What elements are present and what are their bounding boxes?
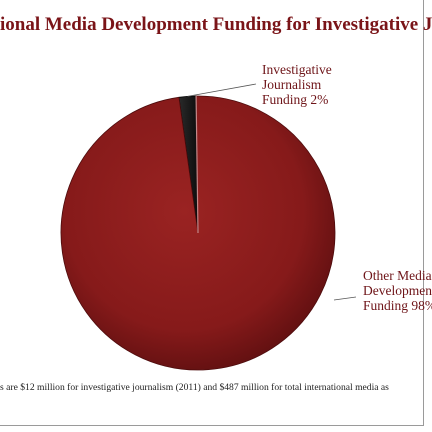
leader-line-other bbox=[333, 296, 357, 301]
slice-label-line: Other Media bbox=[363, 268, 432, 283]
leader-line-investigative bbox=[187, 83, 257, 97]
slice-label-line: Investigative bbox=[262, 62, 332, 77]
chart-footnote: s are $12 million for investigative jour… bbox=[0, 382, 389, 393]
chart-title: ional Media Development Funding for Inve… bbox=[0, 14, 432, 35]
slice-label-investigative: Investigative Journalism Funding 2% bbox=[262, 62, 332, 107]
slice-label-line: Funding 98% bbox=[363, 298, 432, 313]
slice-divider bbox=[195, 96, 199, 234]
pie-slice-other bbox=[60, 95, 336, 371]
slice-label-other: Other Media Development Funding 98% bbox=[363, 268, 432, 313]
slice-label-line: Development bbox=[363, 283, 432, 298]
slice-label-line: Journalism bbox=[262, 77, 322, 92]
slice-label-line: Funding 2% bbox=[262, 92, 329, 107]
